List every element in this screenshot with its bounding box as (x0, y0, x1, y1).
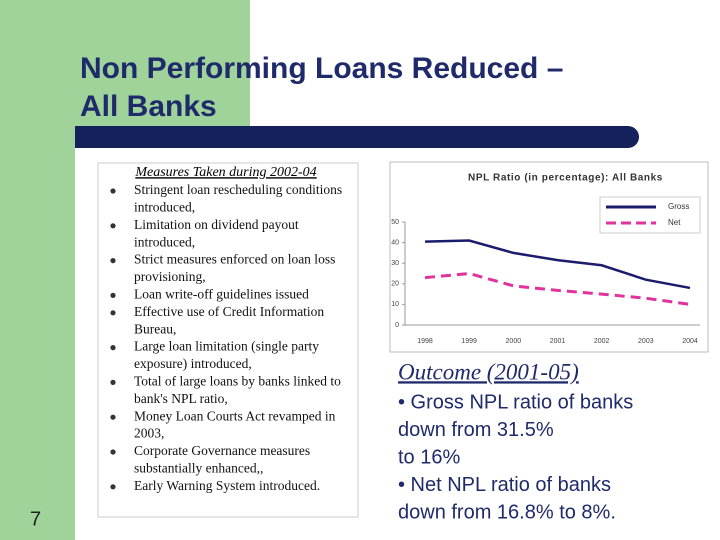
x-tick-label: 2002 (594, 338, 610, 345)
y-tick-label: 20 (391, 281, 399, 288)
page-number: 7 (30, 508, 41, 530)
series-line (424, 239, 691, 290)
outcome-line: down from 31.5% (398, 419, 554, 441)
bullet-text: bank's NPL ratio, (134, 391, 228, 406)
chart-title: NPL Ratio (in percentage): All Banks (468, 173, 663, 184)
chart-frame (389, 161, 709, 353)
bullet-text: Large loan limitation (single party (134, 339, 319, 354)
series-line (424, 271, 691, 306)
legend-label: Gross (668, 202, 689, 211)
x-tick-label: 1999 (461, 338, 477, 345)
bullet-text: introduced, (134, 234, 195, 249)
bullet-dot (110, 310, 116, 316)
bullet-dot (110, 449, 116, 455)
bullet-text: Limitation on dividend payout (134, 217, 299, 232)
bullet-dot (110, 258, 116, 264)
y-tick-label: 50 (391, 219, 399, 226)
measures-box (97, 162, 359, 518)
bullet-text: 2003, (134, 426, 164, 441)
bullet-text: substantially enhanced,, (134, 460, 263, 475)
green-strip (0, 0, 75, 540)
x-tick-label: 2000 (506, 338, 522, 345)
bullet-dot (110, 379, 116, 385)
bullet-text: provisioning, (134, 269, 206, 284)
outcome-heading: Outcome (2001-05) (398, 359, 579, 384)
title-line: Non Performing Loans Reduced – (80, 52, 563, 85)
y-tick-label: 10 (391, 301, 399, 308)
title-bar (75, 126, 639, 148)
x-tick-label: 2003 (638, 338, 654, 345)
bullet-text: Bureau, (134, 321, 176, 336)
outcome-line: down from 16.8% to 8%. (398, 501, 616, 523)
title-line: All Banks (80, 90, 217, 123)
bullet-text: Effective use of Credit Information (134, 304, 324, 319)
measures-heading: Measures Taken during 2002-04 (134, 165, 316, 180)
bullet-dot (110, 414, 116, 420)
bullet-text: exposure) introduced, (134, 356, 252, 371)
bullet-text: Money Loan Courts Act revamped in (134, 408, 336, 423)
bullet-text: Loan write-off guidelines issued (134, 286, 309, 301)
bullet-dot (110, 292, 116, 298)
bullet-dot (110, 484, 116, 490)
bullet-text: Early Warning System introduced. (134, 478, 320, 493)
bullet-text: introduced, (134, 199, 195, 214)
y-tick-label: 40 (391, 239, 399, 246)
y-tick-label: 30 (391, 260, 399, 267)
x-tick-label: 1998 (417, 338, 433, 345)
legend-box (599, 196, 701, 234)
outcome-line: to 16% (398, 446, 460, 468)
x-tick-label: 2001 (550, 338, 566, 345)
bullet-text: Strict measures enforced on loan loss (134, 252, 335, 267)
y-tick-label: 0 (395, 322, 399, 329)
bullet-dot (110, 188, 116, 194)
bullet-dot (110, 223, 116, 229)
bullet-text: Corporate Governance measures (134, 443, 310, 458)
bullet-text: Total of large loans by banks linked to (134, 373, 341, 388)
bullet-dot (110, 345, 116, 351)
legend-label: Net (668, 218, 681, 227)
x-tick-label: 2004 (682, 338, 698, 345)
outcome-line: • Net NPL ratio of banks (398, 474, 611, 496)
outcome-line: • Gross NPL ratio of banks (398, 391, 633, 413)
bullet-text: Stringent loan rescheduling conditions (134, 182, 342, 197)
